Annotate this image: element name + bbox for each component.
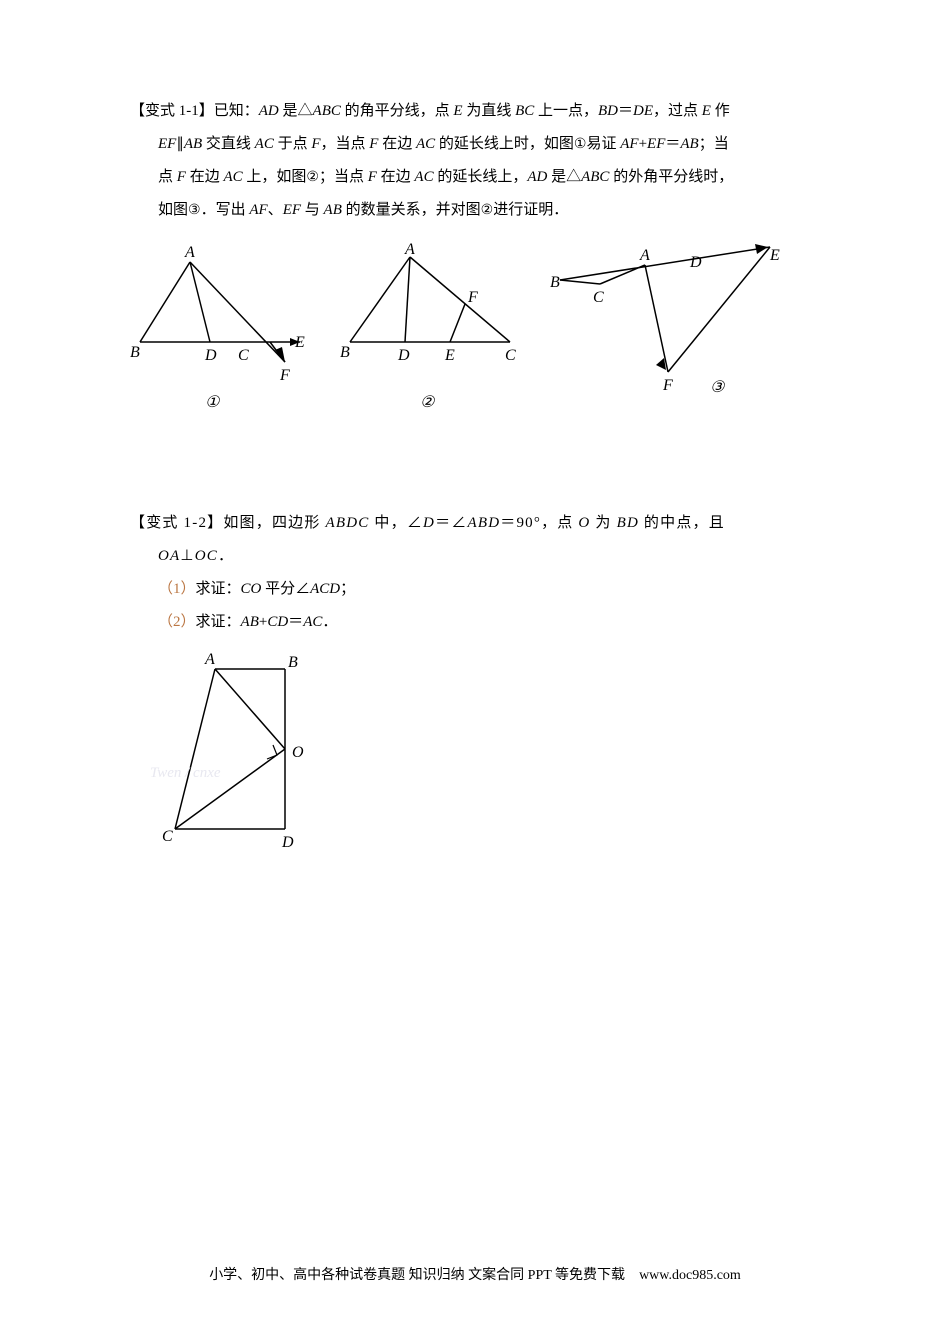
figure-1-sub-2: A B D E C F ② xyxy=(340,242,516,411)
svg-text:E: E xyxy=(769,247,780,264)
svg-text:①: ① xyxy=(205,394,221,411)
problem-label: 【变式 1-1】 xyxy=(130,103,214,119)
svg-text:D: D xyxy=(689,254,702,271)
svg-text:F: F xyxy=(467,289,478,306)
figure-1-sub-1: A B D C E F ① xyxy=(130,244,305,411)
svg-text:A: A xyxy=(184,244,195,261)
footer-url: www.doc985.com xyxy=(639,1268,741,1283)
svg-text:D: D xyxy=(397,347,410,364)
problem-1-text: 【变式 1-1】已知：AD 是△ABC 的角平分线，点 E 为直线 BC 上一点… xyxy=(130,95,820,227)
svg-text:O: O xyxy=(292,744,304,761)
svg-text:E: E xyxy=(444,347,455,364)
figure-1-svg: A B D C E F ① A B D E C F ② xyxy=(130,242,790,422)
svg-text:F: F xyxy=(279,367,290,384)
svg-text:B: B xyxy=(550,274,560,291)
svg-text:②: ② xyxy=(420,394,436,411)
svg-text:D: D xyxy=(204,347,217,364)
problem-2-sub-2: （2）求证：AB+CD＝AC． xyxy=(130,606,820,639)
svg-text:C: C xyxy=(162,828,173,845)
svg-text:A: A xyxy=(639,247,650,264)
problem-2: 【变式 1-2】如图，四边形 ABDC 中，∠D＝∠ABD＝90°，点 O 为 … xyxy=(130,507,820,854)
footer-text: 小学、初中、高中各种试卷真题 知识归纳 文案合同 PPT 等免费下载 xyxy=(209,1268,625,1283)
svg-text:C: C xyxy=(593,289,604,306)
page-footer: 小学、初中、高中各种试卷真题 知识归纳 文案合同 PPT 等免费下载 www.d… xyxy=(0,1264,950,1284)
problem-1-figure: A B D C E F ① A B D E C F ② xyxy=(130,242,820,427)
svg-text:F: F xyxy=(662,377,673,394)
problem-2-sub-1: （1）求证：CO 平分∠ACD； xyxy=(130,573,820,606)
svg-text:C: C xyxy=(238,347,249,364)
svg-text:A: A xyxy=(404,242,415,258)
svg-text:A: A xyxy=(204,651,215,668)
svg-text:E: E xyxy=(294,334,305,351)
figure-2-svg: A B O D C xyxy=(160,649,330,849)
svg-text:D: D xyxy=(281,834,294,849)
svg-text:③: ③ xyxy=(710,379,726,396)
svg-text:B: B xyxy=(340,344,350,361)
problem-2-text: 【变式 1-2】如图，四边形 ABDC 中，∠D＝∠ABD＝90°，点 O 为 … xyxy=(130,507,820,573)
svg-text:B: B xyxy=(288,654,298,671)
problem-1: 【变式 1-1】已知：AD 是△ABC 的角平分线，点 E 为直线 BC 上一点… xyxy=(130,95,820,427)
figure-1-sub-3: A B C D E F ③ xyxy=(550,244,780,396)
problem-2-figure: A B O D C xyxy=(130,649,820,854)
svg-text:B: B xyxy=(130,344,140,361)
problem-label: 【变式 1-2】 xyxy=(130,515,223,531)
svg-text:C: C xyxy=(505,347,516,364)
